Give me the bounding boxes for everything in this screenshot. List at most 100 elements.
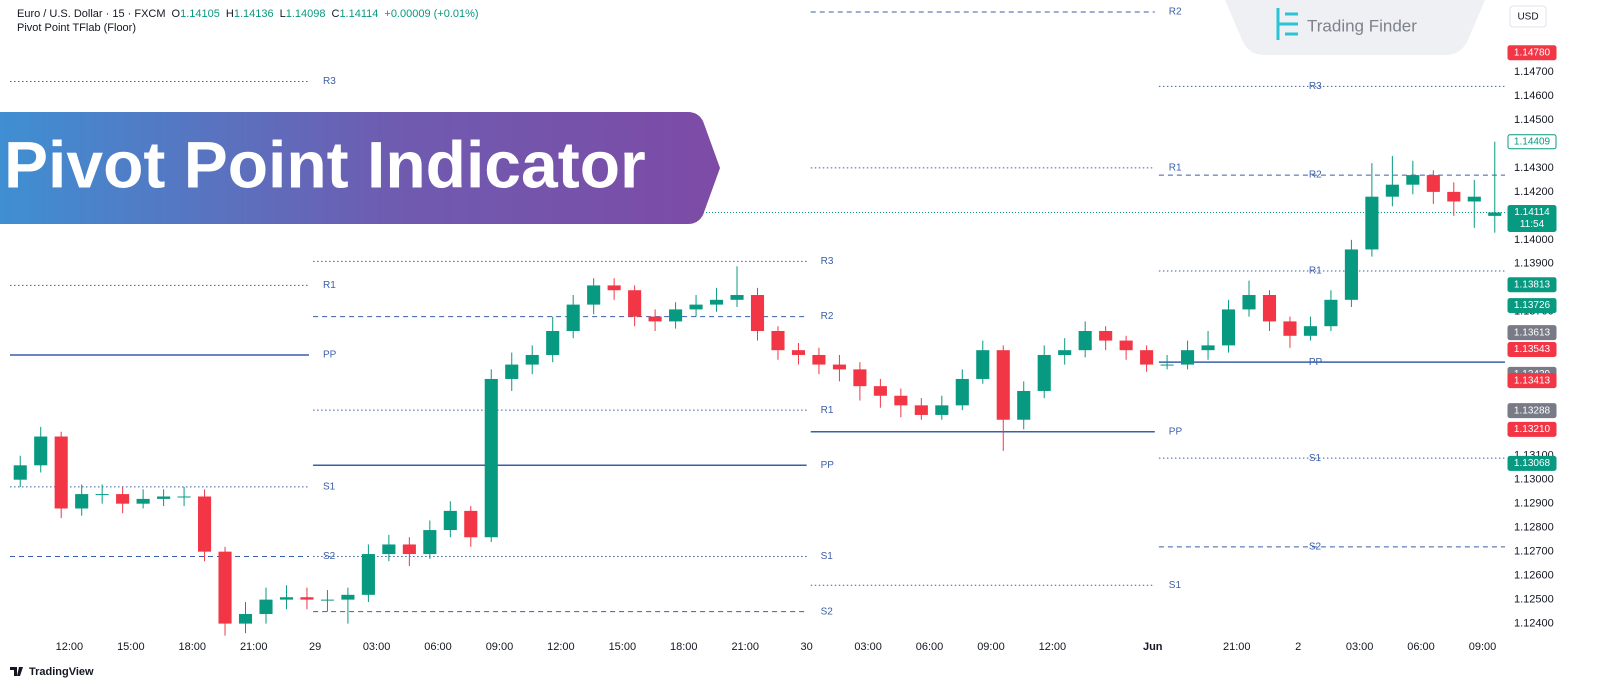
pivot-label: S1 [821,551,834,562]
ohlc-value: 1.14098 [286,8,326,20]
ohlc-key: L [280,8,286,20]
pivot-label: R1 [323,280,336,291]
candle-body [1488,212,1502,216]
candle-body [607,285,621,291]
candle-body [34,436,48,466]
banner-shape [0,112,720,224]
x-tick-label: 21:00 [731,641,759,653]
candle-body [873,386,887,396]
price-tag [1507,277,1557,293]
candle-body [1467,196,1481,202]
candle-body [300,597,314,600]
footer-brand: TradingView [29,666,94,678]
candle-body [1406,175,1420,185]
candle-body [812,354,826,365]
ohlc-value: 1.14136 [234,8,274,20]
banner: Pivot Point Indicator [0,112,720,224]
candle-body [669,309,683,322]
x-tick-label: Jun [1143,641,1163,653]
price-tag-label: 1.14780 [1514,47,1551,58]
axes: 12:00 15:00 18:00 21:00 29 03:00 06:00 09:00 12:… [56,45,1557,653]
candle-body [996,350,1010,420]
candle-body [771,330,785,351]
candle-body [1303,326,1317,336]
candle-body [54,436,68,509]
candle-body [1344,249,1358,300]
price-tag-label: 1.13813 [1514,279,1551,290]
y-tick-label: 1.14700 [1514,66,1554,78]
ohlc-key: C [331,8,339,20]
candle-body [505,364,519,379]
x-tick-label: 21:00 [1223,641,1251,653]
pivot-label: R1 [1309,266,1322,277]
x-tick-label: 18:00 [179,641,207,653]
candle-body [546,330,560,355]
logo-icon [1276,8,1298,40]
candle-body [955,378,969,406]
candle-body [1058,350,1072,355]
price-tag-label: 1.13413 [1514,375,1551,386]
x-tick-label: 09:00 [486,641,514,653]
candle-body [628,290,642,317]
pivot-label: S1 [1169,580,1182,591]
price-tag [1507,421,1557,437]
candle-body [382,544,396,555]
price-tag [1507,45,1557,61]
pivot-label: PP [323,350,337,361]
candle-body [464,510,478,538]
pivot-label: S1 [1309,453,1322,464]
price-tag [1507,403,1557,419]
currency-frame [1509,5,1547,28]
candle-body [1078,330,1092,351]
candle-body [259,599,273,615]
candle-body [832,364,846,370]
plot-area: R3R2R1PPS1S2R3R2R1PPS1S2R2R1PPS1R3R2R1PP… [10,7,1505,636]
price-tag-label: 1.14409 [1514,136,1551,147]
candle-body [177,496,191,498]
footer: TradingView [10,666,94,678]
price-tag-label: 1.13726 [1514,300,1551,311]
candle-body [116,494,130,504]
pivot-label: S1 [323,482,336,493]
candle-body [95,494,109,496]
pivot-label: R2 [821,311,834,322]
pivot-label: R2 [1169,7,1182,18]
x-tick-label: 2 [1295,641,1301,653]
logo: Trading Finder [1225,0,1485,55]
x-tick-label: 06:00 [1407,641,1435,653]
candle-body [709,299,724,305]
x-tick-label: 12:00 [1039,641,1067,653]
x-tick-label: 03:00 [1346,641,1374,653]
price-tag-label: 1.13288 [1514,405,1551,416]
y-tick-label: 1.14000 [1514,234,1554,246]
y-tick-label: 1.12500 [1514,594,1554,606]
price-tag-label: 1.13613 [1514,327,1551,338]
candle-body [566,304,580,331]
currency-box: USD [1509,5,1547,28]
x-tick-label: 12:00 [547,641,575,653]
price-tag [1507,325,1557,341]
candle-body [689,304,703,310]
tv-icon [10,667,23,676]
candle-body [423,530,437,555]
candle-body [750,295,765,331]
candle-body [791,350,806,355]
candle-body [279,597,294,600]
pivot-label: PP [821,460,835,471]
y-tick-label: 1.12900 [1514,498,1554,510]
price-tag-label: 1.13068 [1514,458,1551,469]
candle-body [1262,295,1277,322]
logo-text: Trading Finder [1307,16,1417,35]
candle-body [976,350,990,379]
pivot-label: R3 [821,256,834,267]
candle-body [587,285,601,305]
ohlc-value: 1.14114 [339,8,378,20]
y-tick-label: 1.14500 [1514,114,1554,126]
candle-body [1017,390,1031,420]
header-line: Euro / U.S. Dollar · 15 · FXCM O1.14105 H1… [17,8,479,20]
x-tick-label: 18:00 [670,641,698,653]
ohlc-value: 1.14105 [180,8,220,20]
candle-body [1426,175,1440,192]
